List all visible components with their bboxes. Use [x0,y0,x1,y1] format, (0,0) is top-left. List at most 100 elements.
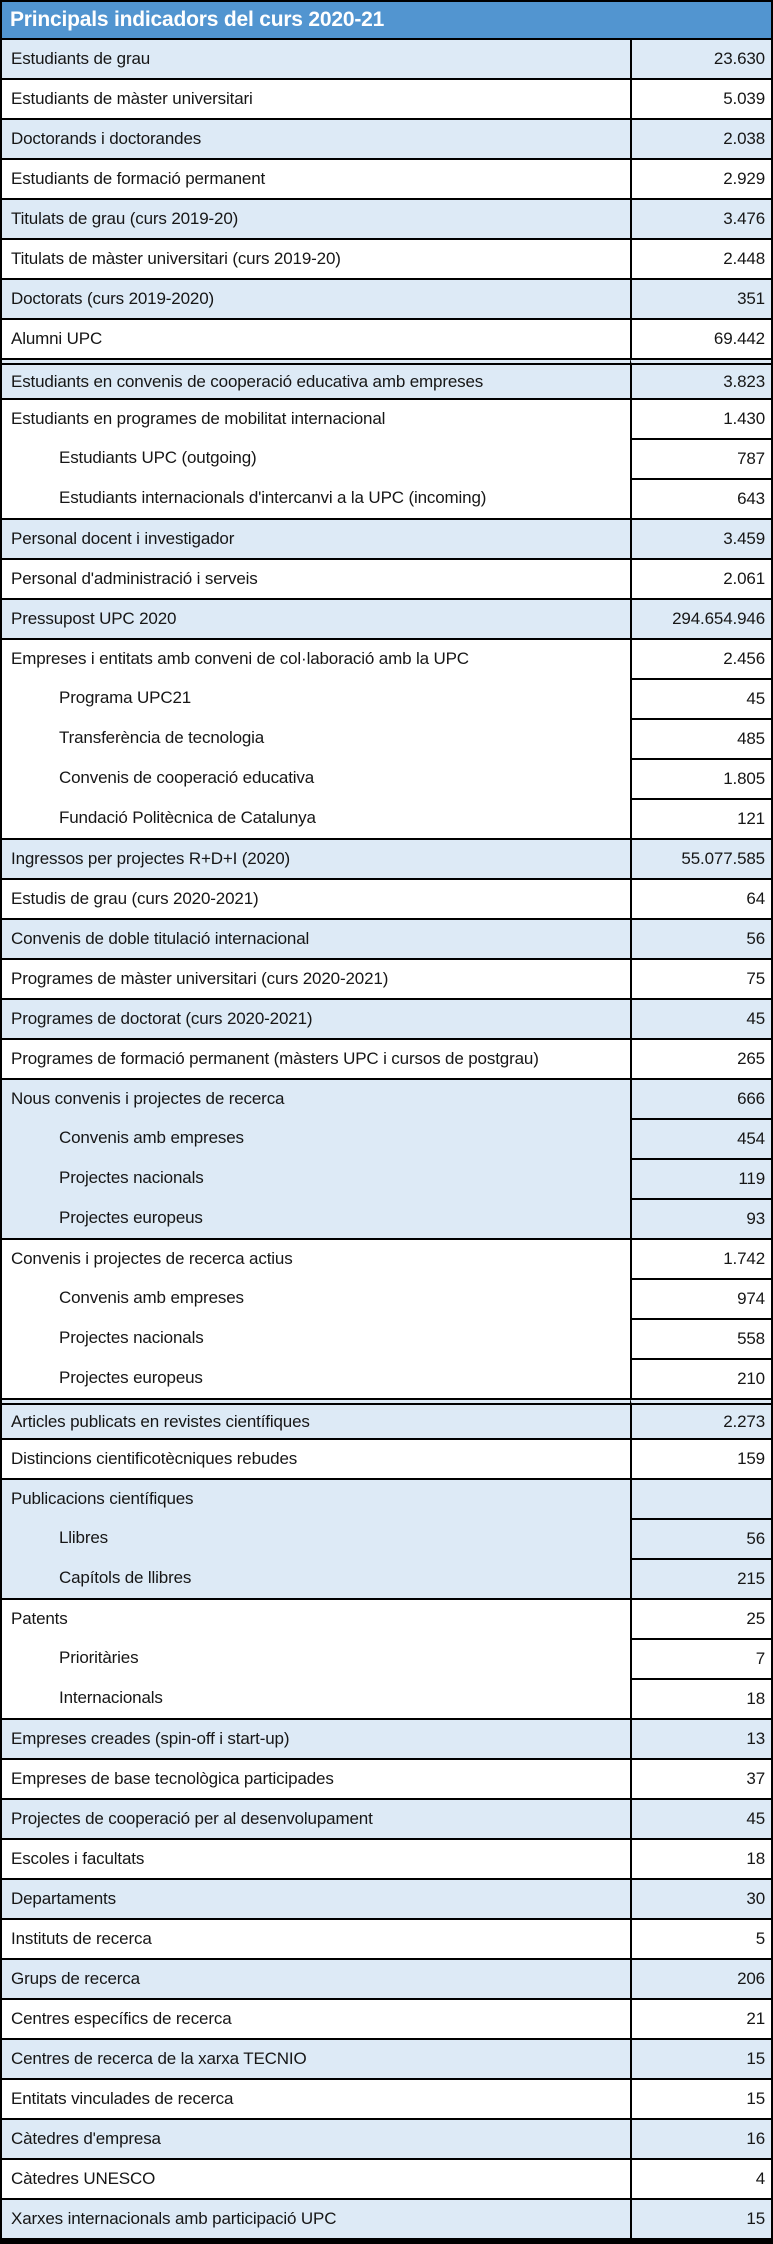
table-row: Nous convenis i projectes de recerca 666 [2,1078,771,1118]
table-row: Projectes de cooperació per al desenvolu… [2,1798,771,1838]
row-label: Entitats vinculades de recerca [2,2078,630,2118]
table-row: Titulats de màster universitari (curs 20… [2,238,771,278]
row-value: 119 [630,1158,771,1198]
row-label: Instituts de recerca [2,1918,630,1958]
row-label: Càtedres d'empresa [2,2118,630,2158]
table-row: Programes de formació permanent (màsters… [2,1038,771,1078]
row-value: 2.456 [630,638,771,678]
row-label: Empreses creades (spin-off i start-up) [2,1718,630,1758]
table-row: Prioritàries 7 [2,1638,771,1678]
row-label: Projectes de cooperació per al desenvolu… [2,1798,630,1838]
row-label: Patents [2,1598,630,1638]
row-value: 7 [630,1638,771,1678]
row-value: 787 [630,438,771,478]
row-value: 2.929 [630,158,771,198]
row-value: 159 [630,1438,771,1478]
table-row: Estudiants de màster universitari 5.039 [2,78,771,118]
table-row: Grups de recerca 206 [2,1958,771,1998]
table-row: Empreses de base tecnològica participade… [2,1758,771,1798]
row-value: 21 [630,1998,771,2038]
row-label: Estudiants de formació permanent [2,158,630,198]
row-label: Projectes nacionals [59,1168,204,1187]
row-label: Empreses i entitats amb conveni de col·l… [2,638,630,678]
row-value: 2.061 [630,558,771,598]
table-row: Patents 25 [2,1598,771,1638]
table-row: Convenis amb empreses 974 [2,1278,771,1318]
table-row: Publicacions científiques [2,1478,771,1518]
table-body: Estudiants de grau 23.630 Estudiants de … [2,38,771,2238]
table-row: Programes de màster universitari (curs 2… [2,958,771,998]
row-label: Transferència de tecnologia [59,728,265,747]
table-row: Convenis amb empreses 454 [2,1118,771,1158]
row-value: 56 [630,1518,771,1558]
row-value: 210 [630,1358,771,1398]
row-label: Càtedres UNESCO [2,2158,630,2198]
row-label: Xarxes internacionals amb participació U… [2,2198,630,2238]
row-label: Convenis amb empreses [59,1128,244,1147]
table-row: Estudiants en programes de mobilitat int… [2,398,771,438]
row-label: Convenis de cooperació educativa [59,768,315,787]
table-row: Llibres 56 [2,1518,771,1558]
row-label: Estudiants de màster universitari [2,78,630,118]
table-row: Estudiants de formació permanent 2.929 [2,158,771,198]
row-label: Publicacions científiques [2,1478,630,1518]
table-row: Estudiants internacionals d'intercanvi a… [2,478,771,518]
row-label: Convenis i projectes de recerca actius [2,1238,630,1278]
row-value: 64 [630,878,771,918]
table-row: Doctorats (curs 2019-2020) 351 [2,278,771,318]
row-value: 18 [630,1678,771,1718]
row-value: 1.742 [630,1238,771,1278]
row-value: 5 [630,1918,771,1958]
row-label: Distincions cientificotècniques rebudes [2,1438,630,1478]
row-value: 2.273 [630,1398,771,1438]
row-value: 16 [630,2118,771,2158]
row-label: Escoles i facultats [2,1838,630,1878]
row-value: 4 [630,2158,771,2198]
row-label: Pressupost UPC 2020 [2,598,630,638]
row-label: Projectes europeus [59,1208,203,1227]
table-row: Convenis de doble titulació internaciona… [2,918,771,958]
row-label: Internacionals [59,1688,163,1707]
row-label: Ingressos per projectes R+D+I (2020) [2,838,630,878]
row-label: Grups de recerca [2,1958,630,1998]
table-row: Fundació Politècnica de Catalunya 121 [2,798,771,838]
row-value: 45 [630,1798,771,1838]
row-label: Articles publicats en revistes científiq… [2,1398,630,1438]
row-label: Estudiants en convenis de cooperació edu… [2,358,630,398]
table-row: Estudiants UPC (outgoing) 787 [2,438,771,478]
row-label: Empreses de base tecnològica participade… [2,1758,630,1798]
row-value: 2.038 [630,118,771,158]
table-row: Càtedres UNESCO 4 [2,2158,771,2198]
row-label: Prioritàries [59,1648,139,1667]
table-row: Centres de recerca de la xarxa TECNIO 15 [2,2038,771,2078]
row-label: Capítols de llibres [59,1568,192,1587]
table-row: Articles publicats en revistes científiq… [2,1398,771,1438]
row-label: Programa UPC21 [59,688,192,707]
row-label: Personal d'administració i serveis [2,558,630,598]
row-value: 15 [630,2198,771,2238]
table-row: Projectes europeus 93 [2,1198,771,1238]
table-row: Projectes europeus 210 [2,1358,771,1398]
table-row: Estudiants en convenis de cooperació edu… [2,358,771,398]
table-row: Projectes nacionals 119 [2,1158,771,1198]
row-value: 3.823 [630,358,771,398]
row-value: 30 [630,1878,771,1918]
table-row: Titulats de grau (curs 2019-20) 3.476 [2,198,771,238]
row-value: 1.430 [630,398,771,438]
row-value: 643 [630,478,771,518]
row-value: 13 [630,1718,771,1758]
row-label: Convenis de doble titulació internaciona… [2,918,630,958]
row-value: 974 [630,1278,771,1318]
table-row: Capítols de llibres 215 [2,1558,771,1598]
table-row: Personal docent i investigador 3.459 [2,518,771,558]
row-value: 454 [630,1118,771,1158]
row-label: Doctorats (curs 2019-2020) [2,278,630,318]
row-value: 3.476 [630,198,771,238]
table-row: Convenis de cooperació educativa 1.805 [2,758,771,798]
row-value: 558 [630,1318,771,1358]
row-label: Estudiants internacionals d'intercanvi a… [59,488,487,507]
table-row: Càtedres d'empresa 16 [2,2118,771,2158]
table-row: Doctorands i doctorandes 2.038 [2,118,771,158]
table-row: Centres específics de recerca 21 [2,1998,771,2038]
